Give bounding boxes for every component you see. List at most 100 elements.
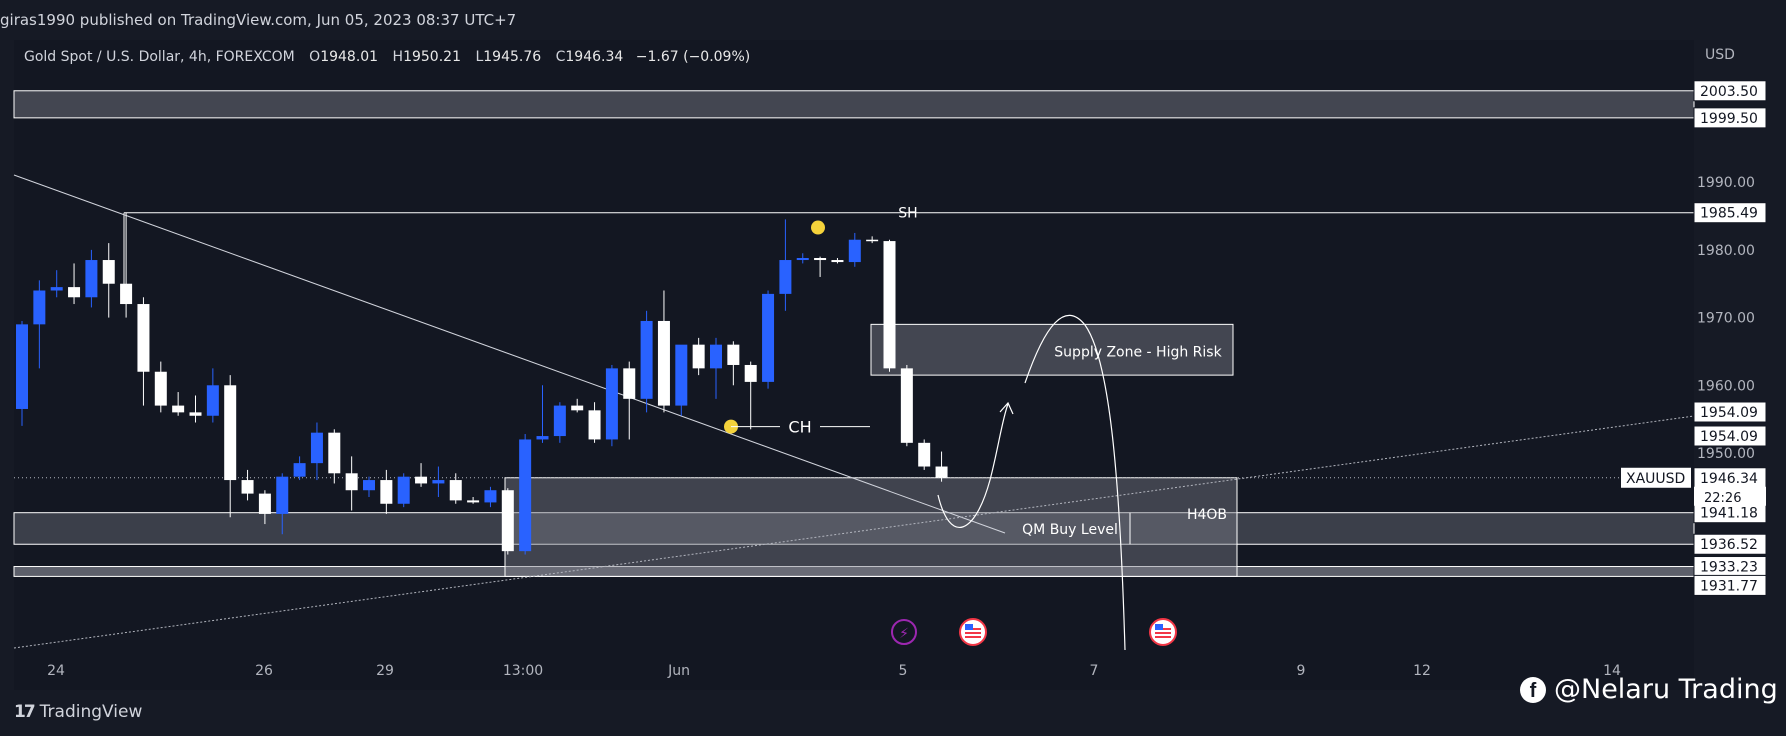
candle-body — [640, 320, 653, 399]
candle-body — [328, 432, 341, 474]
price-tag: 1946.34 — [1700, 471, 1758, 487]
candle-body — [241, 480, 254, 494]
currency-label[interactable]: USD — [1705, 47, 1735, 63]
high-value: 1950.21 — [403, 49, 461, 65]
candle-body — [120, 283, 133, 305]
flag-stripe — [965, 636, 981, 638]
watermark-text: @Nelaru Trading — [1554, 674, 1778, 705]
candle-body — [553, 405, 566, 437]
tradingview-logo-text: TradingView — [39, 702, 143, 722]
candle-body — [310, 432, 323, 464]
price-tag: 1985.49 — [1700, 206, 1758, 222]
candle-body — [935, 466, 948, 478]
x-axis-tick: 7 — [1090, 663, 1099, 679]
candle-body — [796, 258, 809, 261]
flag-stripe — [1155, 636, 1171, 638]
candle-body — [762, 293, 775, 382]
x-axis-tick: 26 — [255, 663, 273, 679]
candle-body — [588, 410, 601, 440]
y-axis-tick: 1960.00 — [1697, 378, 1755, 394]
close-key: C — [555, 49, 566, 65]
y-axis-tick: 1980.00 — [1697, 243, 1755, 259]
price-tag: 1954.09 — [1700, 405, 1758, 421]
change-value: −1.67 (−0.09%) — [635, 49, 751, 65]
price-tag-box — [1693, 574, 1767, 596]
candle-body — [727, 344, 740, 365]
y-axis-tick: 1990.00 — [1697, 175, 1755, 191]
supply-zone — [870, 323, 1234, 376]
candle-body — [258, 493, 271, 514]
x-axis-tick: 12 — [1413, 663, 1431, 679]
flag-canton — [1155, 624, 1163, 630]
candle-body — [224, 385, 237, 481]
high-key: H — [392, 49, 404, 65]
candle-body — [501, 490, 514, 552]
projection-arrowhead — [999, 401, 1014, 415]
candle-body — [449, 480, 462, 501]
uptrend-line — [13, 415, 1695, 649]
candle-body — [154, 371, 167, 406]
low-key: L — [475, 49, 484, 65]
candle-body — [33, 290, 46, 325]
candle-body — [710, 344, 722, 369]
candle-body — [918, 442, 931, 467]
candle-body — [102, 260, 115, 284]
candle-body — [675, 344, 688, 406]
candle-body — [432, 480, 445, 484]
candle-body — [85, 260, 98, 298]
candle-body — [883, 241, 896, 369]
symbol-name: Gold Spot / U.S. Dollar, 4h, FOREXCOM — [24, 49, 295, 65]
candle-body — [571, 405, 584, 411]
candle-body — [68, 287, 81, 298]
price-tag-box — [1693, 80, 1767, 102]
publish-info: giras1990 published on TradingView.com, … — [0, 11, 517, 29]
h4ob-label: H4OB — [1187, 507, 1227, 523]
candle-body — [380, 480, 393, 504]
price-tag-box — [1693, 202, 1767, 224]
candle-body — [484, 490, 497, 503]
symbol-tag-box — [1621, 467, 1691, 488]
candle-body — [519, 439, 532, 552]
candle-body — [345, 473, 358, 491]
candle-body — [692, 344, 705, 369]
countdown-text: 22:26 — [1704, 491, 1741, 506]
candle-body — [137, 304, 150, 372]
upper-zone-band — [13, 90, 1695, 119]
tradingview-mark-icon: 17 — [14, 702, 36, 722]
tradingview-logo[interactable]: 17 TradingView — [14, 702, 142, 722]
candle-body — [363, 480, 375, 491]
candle-body — [189, 412, 202, 416]
facebook-icon: f — [1520, 676, 1546, 703]
open-key: O — [309, 49, 321, 65]
supply-zone-label: Supply Zone - High Risk — [1054, 344, 1222, 360]
candle-body — [172, 405, 185, 413]
price-tag: 1954.09 — [1700, 429, 1758, 445]
watermark: f @Nelaru Trading — [1520, 674, 1778, 705]
candle-body — [623, 368, 636, 399]
candle-body — [16, 324, 28, 409]
price-tag: 1999.50 — [1700, 111, 1758, 127]
low-value: 1945.76 — [483, 49, 542, 65]
candle-body — [744, 364, 757, 382]
flag-canton — [965, 624, 973, 630]
flag-stripe — [965, 632, 981, 634]
candle-body — [467, 500, 480, 503]
chart-pane[interactable] — [14, 40, 1694, 690]
x-axis-tick: 13:00 — [503, 663, 543, 679]
candle-body — [536, 436, 549, 440]
candle-body — [276, 476, 289, 514]
candle-body — [900, 368, 913, 443]
candle-body — [814, 258, 827, 261]
price-tag-box — [1693, 107, 1767, 129]
candle-body — [293, 463, 306, 477]
projection-path-down — [1024, 314, 1126, 651]
ch-label: CH — [788, 418, 811, 437]
flag-stripe — [1155, 632, 1171, 634]
candle-body — [605, 368, 618, 440]
projection-path-up — [937, 403, 1009, 528]
lightning-glyph: ⚡ — [899, 626, 909, 642]
lightning-icon — [891, 619, 917, 645]
open-value: 1948.01 — [320, 49, 379, 65]
sh-label: SH — [898, 206, 917, 222]
